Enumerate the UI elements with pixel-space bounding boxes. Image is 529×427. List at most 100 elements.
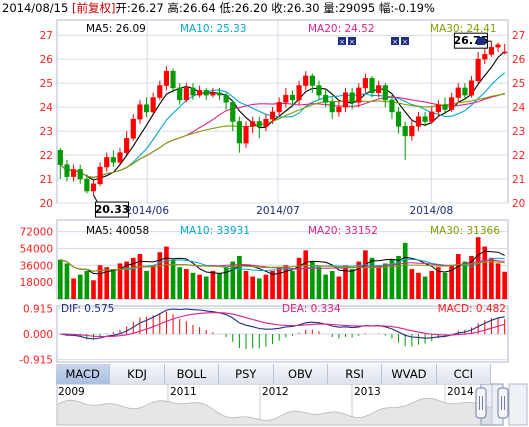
candle-body	[475, 58, 481, 81]
volume-bar	[482, 246, 488, 299]
volume-bar	[150, 265, 156, 299]
tab-kdj[interactable]: KDJ	[110, 364, 165, 384]
candle-body	[177, 87, 183, 101]
price-tick-label-left: 22	[40, 150, 53, 162]
volume-bar	[184, 269, 189, 299]
tab-rsi[interactable]: RSI	[327, 364, 383, 384]
volume-bar	[363, 250, 368, 299]
candle-body	[230, 102, 236, 122]
overview-drag-handle[interactable]	[497, 387, 509, 419]
tab-macd[interactable]: MACD	[56, 364, 111, 384]
candle-body	[64, 164, 70, 177]
quote-date: 2014/08/15	[2, 1, 69, 15]
event-marker-glyph: ×	[392, 38, 398, 46]
candle-body	[216, 92, 223, 96]
date-tick-label: 2014/06	[125, 205, 169, 217]
candle-body	[97, 166, 103, 185]
candle-body	[316, 85, 322, 96]
macd-tick-label: 0.915	[23, 303, 53, 315]
volume-bar	[356, 261, 362, 299]
year-label: 2013	[354, 386, 381, 398]
candle-body	[422, 116, 428, 122]
candle-body	[170, 70, 176, 89]
candle-body	[263, 118, 269, 127]
volume-bar	[124, 261, 129, 299]
price-tick-label-right: 27	[512, 30, 525, 42]
candle-body	[236, 121, 242, 144]
low-annotation-box	[94, 201, 129, 218]
volume-ma-legend: MA20: 33152	[308, 225, 378, 237]
tab-psy[interactable]: PSY	[219, 364, 274, 384]
candle-body	[197, 90, 203, 96]
candle-body	[382, 85, 388, 101]
volume-ma10-line	[60, 257, 505, 272]
year-label: 2012	[262, 386, 289, 398]
price-tick-label-left: 23	[40, 126, 53, 138]
tab-cci[interactable]: CCI	[436, 364, 491, 384]
volume-bar	[389, 259, 395, 299]
candle-body	[309, 75, 315, 86]
volume-bar	[177, 267, 183, 299]
ma5-line	[59, 51, 506, 181]
dea-line	[60, 312, 505, 338]
volume-tick-label: 72000	[20, 227, 53, 239]
volume-bar	[157, 252, 163, 299]
candle-body	[210, 92, 216, 96]
event-marker-icon	[477, 37, 485, 45]
year-label: 2009	[58, 386, 85, 398]
candle-body	[389, 99, 395, 113]
candle-body	[150, 97, 156, 113]
tab-wvad[interactable]: WVAD	[382, 364, 437, 384]
volume-bar	[263, 274, 269, 299]
candle-body	[124, 138, 130, 153]
price-tick-label-left: 27	[40, 30, 53, 42]
candle-body	[409, 126, 415, 137]
overview-scrollbar[interactable]	[508, 383, 528, 426]
price-tick-label-left: 20	[40, 198, 53, 210]
candle-body	[137, 104, 143, 120]
macd-legend-dif: DIF: 0.575	[61, 303, 114, 315]
volume-bar	[422, 276, 428, 299]
candle-body	[429, 111, 435, 122]
candle-body	[190, 87, 196, 96]
price-tick-label-right: 22	[512, 150, 525, 162]
candle-body	[342, 92, 349, 108]
quote-adjust-mode[interactable]: [前复权]	[71, 1, 116, 15]
volume-ma-legend: MA5: 40058	[86, 225, 149, 237]
volume-bar	[270, 270, 275, 299]
event-marker-icon	[391, 37, 399, 45]
event-marker-glyph: ×	[339, 38, 345, 46]
volume-bar	[409, 269, 415, 299]
volume-bar	[64, 263, 70, 299]
volume-bar	[396, 255, 401, 299]
volume-bar	[144, 270, 149, 299]
candle-body	[57, 150, 63, 165]
price-tick-label-right: 21	[512, 174, 525, 186]
candle-body	[376, 85, 382, 93]
volume-bar	[402, 242, 408, 299]
price-tick-label-left: 24	[40, 102, 54, 114]
tab-obv[interactable]: OBV	[273, 364, 328, 384]
overview-drag-handle[interactable]	[475, 387, 487, 419]
candle-body	[243, 126, 249, 144]
volume-ma-legend: MA30: 31366	[430, 225, 500, 237]
volume-bar	[323, 274, 328, 299]
candle-body	[482, 54, 488, 60]
volume-tick-label: 54000	[20, 243, 53, 255]
candle-body	[157, 85, 163, 98]
price-ma-legend: MA10: 25.33	[180, 23, 247, 35]
event-marker-icon	[348, 37, 356, 45]
overview-area	[56, 398, 493, 426]
volume-ma-legend: MA10: 33931	[180, 225, 250, 237]
candle-body	[203, 90, 209, 96]
candle-body	[110, 157, 116, 163]
volume-bar	[84, 270, 90, 299]
tab-boll[interactable]: BOLL	[164, 364, 220, 384]
volume-bar	[137, 254, 143, 299]
volume-bar	[217, 272, 222, 299]
volume-bar	[343, 265, 348, 299]
volume-bar	[256, 278, 262, 299]
candle-body	[449, 97, 455, 110]
candle-body	[395, 111, 402, 127]
